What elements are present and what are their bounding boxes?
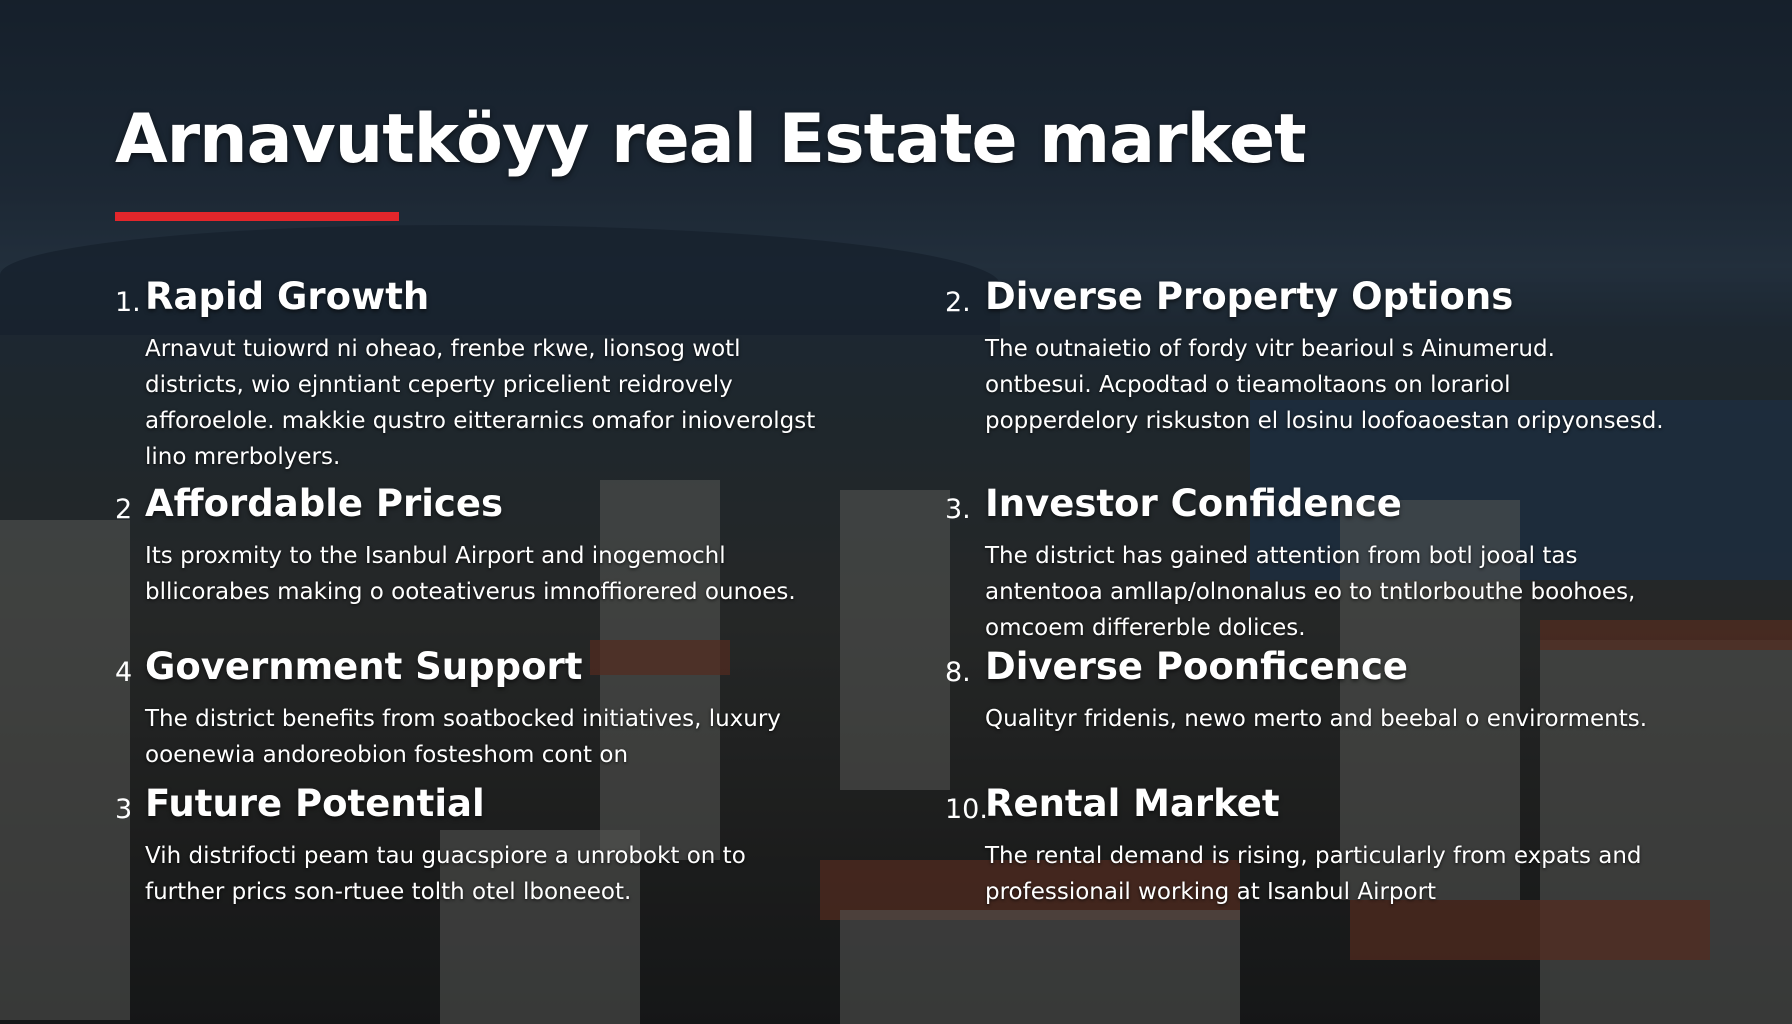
item-number: 1. <box>115 287 141 318</box>
item-body: The rental demand is rising, particularl… <box>985 843 1642 905</box>
item-heading: Diverse Poonficence <box>985 645 1408 688</box>
item-number: 2 <box>115 494 133 525</box>
title-underline <box>115 212 399 221</box>
item-body: Arnavut tuiowrd ni oheao, frenbe rkwe, l… <box>145 336 816 470</box>
item-number: 10. <box>945 794 988 825</box>
item-body: Qualityr fridenis, newo merto and beebal… <box>985 706 1648 732</box>
item-number: 4 <box>115 657 133 688</box>
item-heading: Government Support <box>145 645 583 688</box>
item-heading: Future Potential <box>145 782 485 825</box>
item-number: 3 <box>115 794 133 825</box>
item-number: 8. <box>945 657 971 688</box>
item-heading: Affordable Prices <box>145 482 503 525</box>
item-body: The outnaietio of fordy vitr bearioul s … <box>985 336 1664 434</box>
item-body: The district has gained attention from b… <box>985 543 1636 641</box>
item-heading: Rental Market <box>985 782 1280 825</box>
item-heading: Rapid Growth <box>145 275 430 318</box>
page-title: Arnavutköyy real Estate market <box>115 100 1307 179</box>
item-body: Vih distrifocti peam tau guacspiore a un… <box>145 843 746 905</box>
item-number: 3. <box>945 494 971 525</box>
item-heading: Investor Confidence <box>985 482 1402 525</box>
item-number: 2. <box>945 287 971 318</box>
item-body: Its proxmity to the Isanbul Airport and … <box>145 543 796 605</box>
item-body: The district benefits from soatbocked in… <box>145 706 781 768</box>
item-heading: Diverse Property Options <box>985 275 1514 318</box>
